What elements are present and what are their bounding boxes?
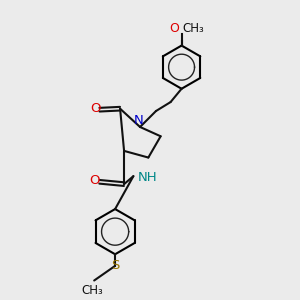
Text: NH: NH — [138, 171, 158, 184]
Text: CH₃: CH₃ — [82, 284, 104, 298]
Text: O: O — [89, 174, 100, 187]
Text: CH₃: CH₃ — [182, 22, 204, 35]
Text: O: O — [90, 102, 101, 115]
Text: S: S — [111, 260, 119, 272]
Text: N: N — [134, 115, 143, 128]
Text: O: O — [169, 22, 179, 35]
